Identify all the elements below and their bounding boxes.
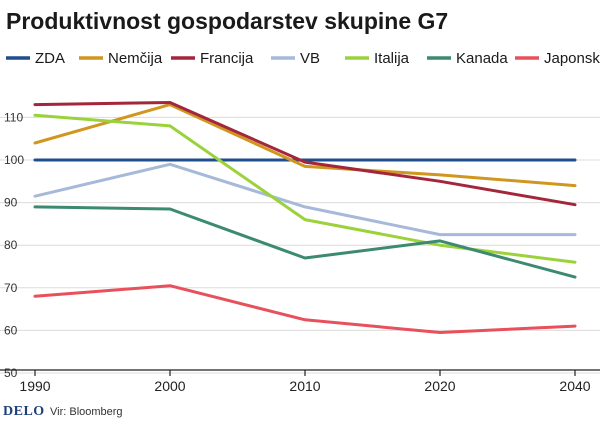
series-line-nem-ija	[33, 103, 577, 188]
legend-label-2: Nemčija	[108, 50, 163, 67]
series-line-francija	[33, 101, 577, 207]
legend-label-7: Japonska	[544, 50, 600, 67]
chart-title: Produktivnost gospodarstev skupine G7	[6, 8, 448, 34]
series-line-kanada	[33, 205, 577, 279]
series-lines	[33, 101, 577, 334]
source-text: Vir: Bloomberg	[50, 406, 123, 418]
y-tick-label-50: 50	[4, 366, 18, 380]
x-tick-label-2020: 2020	[424, 378, 455, 394]
legend-label-6: Kanada	[456, 50, 508, 67]
legend-label-4: VB	[300, 50, 320, 67]
grid	[0, 116, 600, 374]
series-line-italija	[33, 113, 577, 264]
series-line-japonska	[33, 284, 577, 334]
x-tick-label-2000: 2000	[154, 378, 185, 394]
y-tick-label-100: 100	[4, 153, 24, 167]
brand-logo: DELO	[3, 404, 45, 419]
x-tick-label-2010: 2010	[289, 378, 320, 394]
y-tick-label-60: 60	[4, 323, 18, 337]
legend-label-1: ZDA	[35, 50, 65, 67]
series-line-vb	[33, 162, 577, 237]
x-axis-ticks: 1990 2000 2010 2020 2040	[19, 370, 591, 394]
legend-label-3: Francija	[200, 50, 254, 67]
legend-label-5: Italija	[374, 50, 410, 67]
y-tick-label-110: 110	[4, 110, 23, 124]
legend: ZDA Nemčija Francija VB Italija Kanada Japonsk…	[6, 50, 600, 67]
y-tick-label-80: 80	[4, 238, 18, 252]
y-axis-ticks: 50 60 70 80 90 100 110	[4, 110, 24, 380]
y-tick-label-70: 70	[4, 281, 18, 295]
y-tick-label-90: 90	[4, 196, 18, 210]
x-tick-label-2040: 2040	[559, 378, 590, 394]
x-tick-label-1990: 1990	[19, 378, 50, 394]
